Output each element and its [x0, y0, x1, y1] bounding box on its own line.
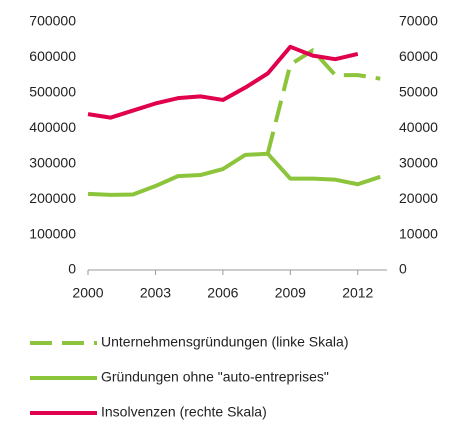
legend-label: Unternehmensgründungen (linke Skala): [101, 334, 348, 350]
x-tick-label: 2000: [72, 285, 103, 301]
y-tick-label: 0: [68, 261, 76, 277]
x-tick-label: 2006: [207, 285, 238, 301]
x-tick-label: 2012: [342, 285, 373, 301]
y-tick-label: 400000: [29, 119, 76, 135]
legend-label: Gründungen ohne "auto-entreprises": [101, 369, 329, 385]
y2-tick-label: 20000: [399, 190, 438, 206]
series-line: [87, 151, 381, 197]
y2-tick-label: 70000: [399, 13, 438, 29]
y-tick-label: 300000: [29, 154, 76, 170]
y2-tick-label: 40000: [399, 119, 438, 135]
series-line: [265, 48, 381, 154]
y-tick-label: 500000: [29, 84, 76, 100]
y2-tick-label: 10000: [399, 225, 438, 241]
series-line: [87, 44, 359, 120]
y-tick-label: 700000: [29, 13, 76, 29]
y2-tick-label: 60000: [399, 48, 438, 64]
y-tick-label: 200000: [29, 190, 76, 206]
x-tick-label: 2003: [140, 285, 171, 301]
x-tick-label: 2009: [275, 285, 306, 301]
y2-tick-label: 30000: [399, 154, 438, 170]
y2-tick-label: 0: [399, 261, 407, 277]
legend-label: Insolvenzen (rechte Skala): [101, 404, 267, 420]
y2-tick-label: 50000: [399, 84, 438, 100]
y-tick-label: 100000: [29, 225, 76, 241]
y-tick-label: 600000: [29, 48, 76, 64]
